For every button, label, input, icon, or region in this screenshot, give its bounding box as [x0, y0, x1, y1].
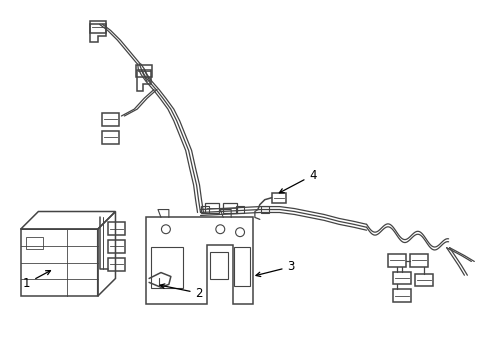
- Text: 4: 4: [279, 168, 317, 193]
- Text: 2: 2: [160, 284, 203, 300]
- Text: 3: 3: [256, 260, 295, 276]
- Text: 1: 1: [23, 271, 50, 290]
